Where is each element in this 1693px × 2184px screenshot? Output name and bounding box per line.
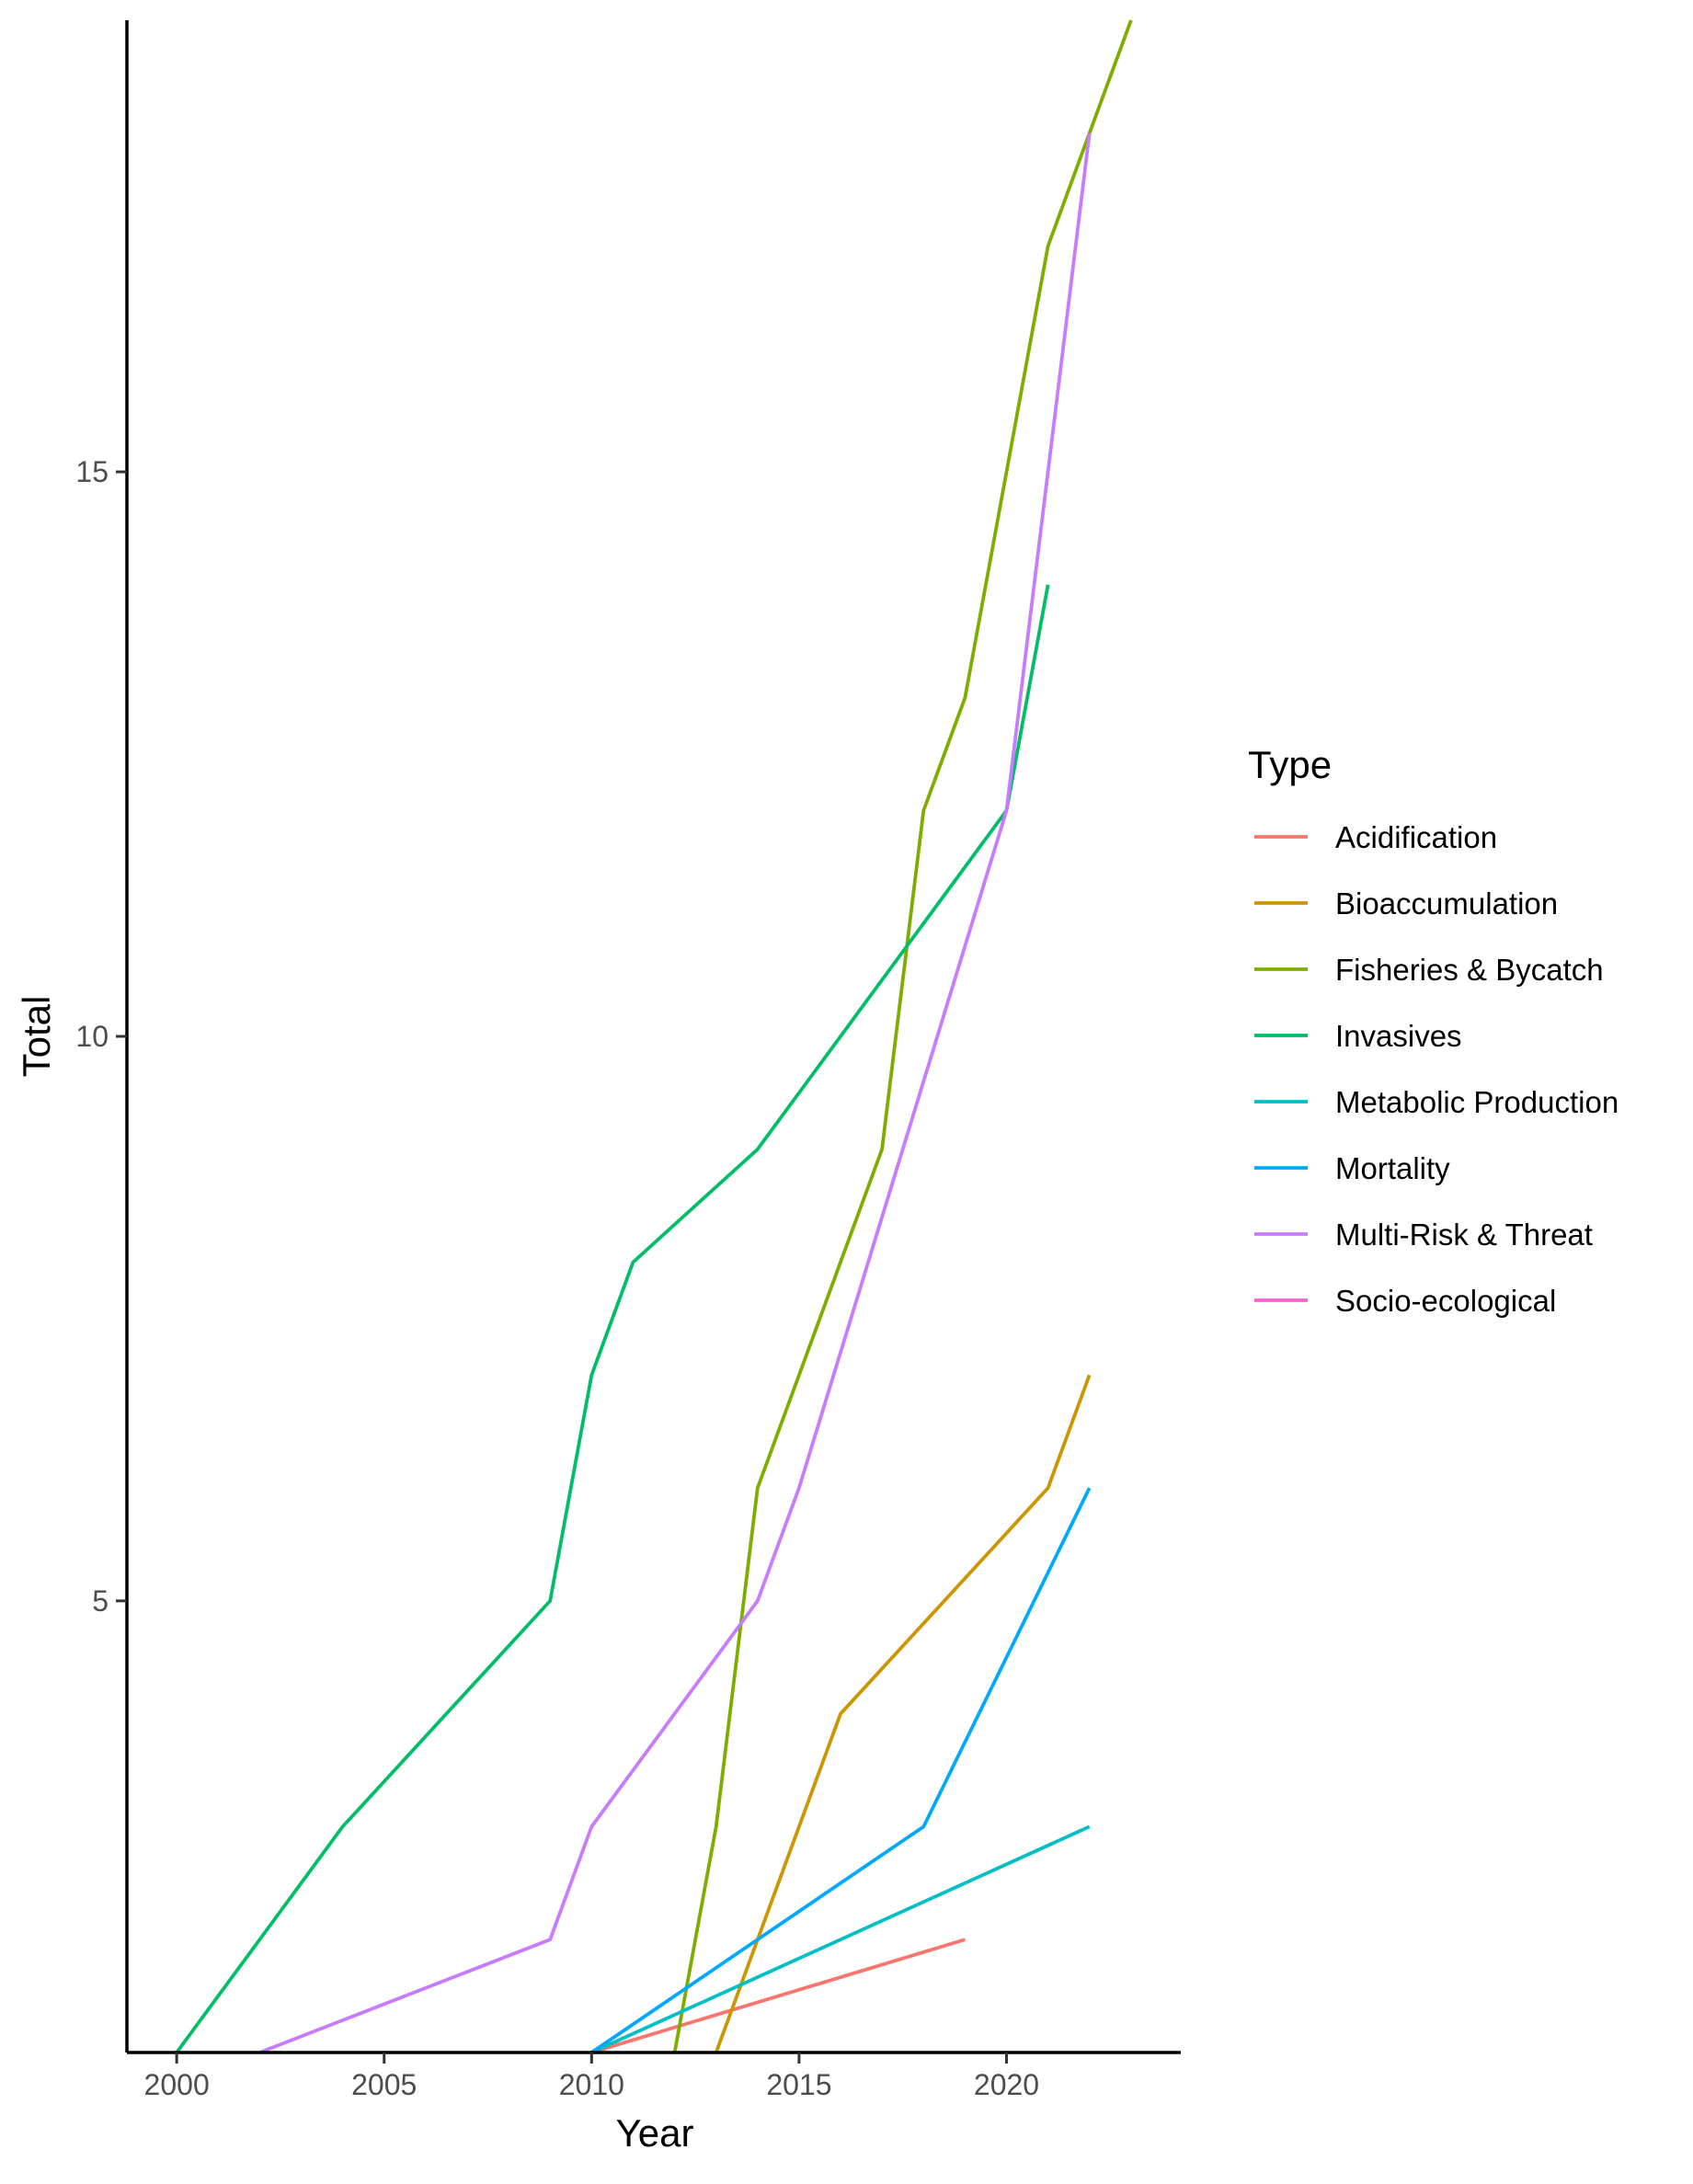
legend-label-bioaccumulation: Bioaccumulation [1335, 886, 1558, 920]
series-line-metabolic-production [590, 1824, 1091, 2054]
x-tick-label: 2000 [144, 2068, 210, 2101]
series-line-mortality [590, 1487, 1092, 2054]
series-line-bioaccumulation [714, 1374, 1092, 2053]
series-line-invasives [175, 584, 1050, 2054]
y-axis-ticks: 5 10 15 [75, 455, 127, 1618]
legend-label-acidification: Acidification [1335, 820, 1497, 854]
legend-title: Type [1248, 743, 1332, 786]
series-line-acidification [590, 1938, 966, 2054]
x-axis-title: Year [616, 2111, 694, 2155]
y-tick-label: 5 [92, 1584, 109, 1618]
x-tick-label: 2020 [974, 2068, 1039, 2101]
y-tick-label: 15 [75, 455, 109, 488]
series-line-multi-risk-threat [258, 132, 1092, 2054]
legend-label-fisheries-bycatch: Fisheries & Bycatch [1335, 953, 1604, 987]
plot-lines [175, 19, 1133, 2054]
x-tick-label: 2015 [766, 2068, 831, 2101]
legend-label-multi-risk-threat: Multi-Risk & Threat [1335, 1218, 1593, 1252]
legend: Type Acidification Bioaccumulation Fisheri… [1248, 743, 1619, 1318]
y-axis-title: Total [15, 996, 58, 1078]
legend-items: Acidification Bioaccumulation Fisheries & … [1254, 820, 1619, 1318]
x-tick-label: 2010 [559, 2068, 624, 2101]
legend-label-socio-ecological: Socio-ecological [1335, 1284, 1556, 1318]
legend-label-mortality: Mortality [1335, 1151, 1450, 1185]
x-axis-ticks: 2000 2005 2010 2015 2020 [144, 2053, 1039, 2101]
x-tick-label: 2005 [351, 2068, 417, 2101]
y-tick-label: 10 [75, 1020, 109, 1053]
legend-label-metabolic-production: Metabolic Production [1335, 1085, 1619, 1119]
legend-label-invasives: Invasives [1335, 1019, 1462, 1053]
series-line-fisheries-bycatch [672, 19, 1133, 2053]
